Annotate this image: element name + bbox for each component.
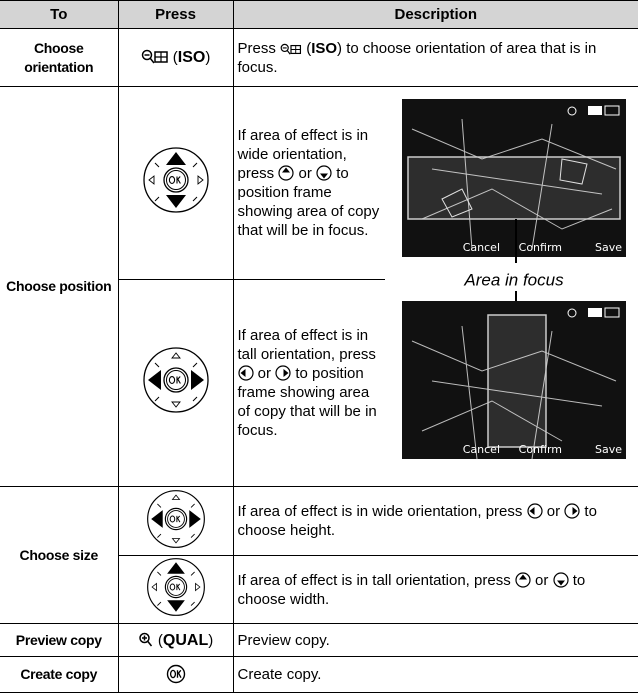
left-icon [527, 503, 543, 519]
press-cell: (ISO) [117, 28, 234, 87]
row-position-wide: Choose position If area of effect is in … [0, 86, 638, 487]
row-label: Choose position [0, 86, 119, 487]
header-description: Description [232, 0, 638, 29]
header-press: Press [117, 0, 234, 29]
row-label: Preview copy [0, 623, 119, 657]
row-label: Create copy [0, 656, 119, 693]
row-size-tall: If area of effect is in tall orientation… [0, 555, 638, 624]
multi-selector-icon [145, 488, 207, 550]
row-label: Choose size [0, 486, 119, 624]
screen-tall: Cancel Confirm Save [401, 301, 626, 460]
screen-label: Confirm [518, 241, 561, 254]
figure: Cancel Confirm Save Area in focus Cancel… [385, 86, 638, 487]
press-key: QUAL [162, 631, 209, 649]
press-cell [117, 86, 234, 280]
press-key: ISO [177, 49, 206, 66]
multi-selector-icon [141, 145, 211, 215]
zoom-out-icon [141, 49, 169, 65]
text: or [535, 571, 549, 589]
right-icon [275, 365, 291, 381]
text: or [298, 164, 312, 182]
text: If area of effect is in tall orientation… [237, 571, 511, 589]
text: ( [306, 39, 312, 57]
press-cell [118, 278, 234, 488]
row-size-wide: Choose size If area of effect is in wide… [0, 486, 638, 624]
screen-label: Save [594, 241, 621, 254]
ok-icon [166, 664, 186, 684]
press-cell [117, 656, 234, 693]
text: or [546, 503, 561, 520]
caption: Area in focus [463, 270, 564, 289]
press-text: ) [205, 49, 211, 66]
header-row: To Press Description [0, 0, 638, 29]
up-icon [515, 572, 531, 588]
left-icon [238, 365, 254, 381]
screen-label: Cancel [462, 241, 499, 254]
text: If area of effect is in wide orientation… [237, 126, 369, 182]
figure-drawing: Cancel Confirm Save Area in focus Cancel… [401, 99, 626, 460]
description: If area of effect is in tall orientation… [232, 555, 638, 624]
zoom-out-icon [280, 43, 302, 56]
row-label: Choose orientation [0, 28, 119, 87]
row-preview: Preview copy (QUAL) Preview copy. [0, 623, 638, 657]
zoom-in-icon [138, 632, 154, 648]
press-cell [117, 486, 234, 556]
text: to choose orientation of area that is in… [237, 39, 597, 76]
press-cell [118, 555, 234, 624]
text: ) [337, 39, 343, 57]
description: If area of effect is in tall orientation… [232, 278, 385, 488]
press-cell: (QUAL) [117, 623, 234, 657]
row-create: Create copy Create copy. [0, 656, 638, 693]
text: If area of effect is in tall orientation… [237, 326, 376, 363]
key: ISO [311, 39, 338, 57]
screen-wide: Cancel Confirm Save [401, 99, 626, 257]
screen-label: Confirm [518, 443, 561, 456]
description: If area of effect is in wide orientation… [232, 486, 638, 556]
multi-selector-icon [145, 556, 207, 618]
description: If area of effect is in wide orientation… [232, 86, 385, 280]
text: Create copy. [237, 666, 322, 683]
row-position-tall: If area of effect is in tall orientation… [0, 278, 638, 488]
description: Press (ISO) to choose orientation of are… [232, 28, 638, 87]
header-to: To [0, 0, 119, 29]
text: to position frame showing area of copy t… [237, 364, 377, 439]
description: Create copy. [232, 656, 638, 693]
right-icon [564, 503, 580, 519]
press-text: ( [172, 49, 178, 66]
press-text: ( [157, 631, 163, 649]
screen-label: Save [594, 443, 621, 456]
text: If area of effect is in wide orientation… [237, 503, 523, 520]
multi-selector-icon [141, 345, 211, 415]
row-orientation: Choose orientation (ISO) Press (ISO) to … [0, 28, 638, 87]
down-icon [553, 572, 569, 588]
up-icon [278, 165, 294, 181]
press-text: ) [208, 631, 214, 649]
text: to position frame showing area of copy t… [237, 164, 380, 239]
description: Preview copy. [232, 623, 638, 657]
down-icon [316, 165, 332, 181]
text: Press [237, 39, 276, 57]
text: to choose height. [237, 503, 597, 539]
text: or [257, 364, 272, 382]
screen-label: Cancel [462, 443, 499, 456]
text: Preview copy. [237, 631, 330, 649]
text: to choose width. [237, 571, 586, 608]
